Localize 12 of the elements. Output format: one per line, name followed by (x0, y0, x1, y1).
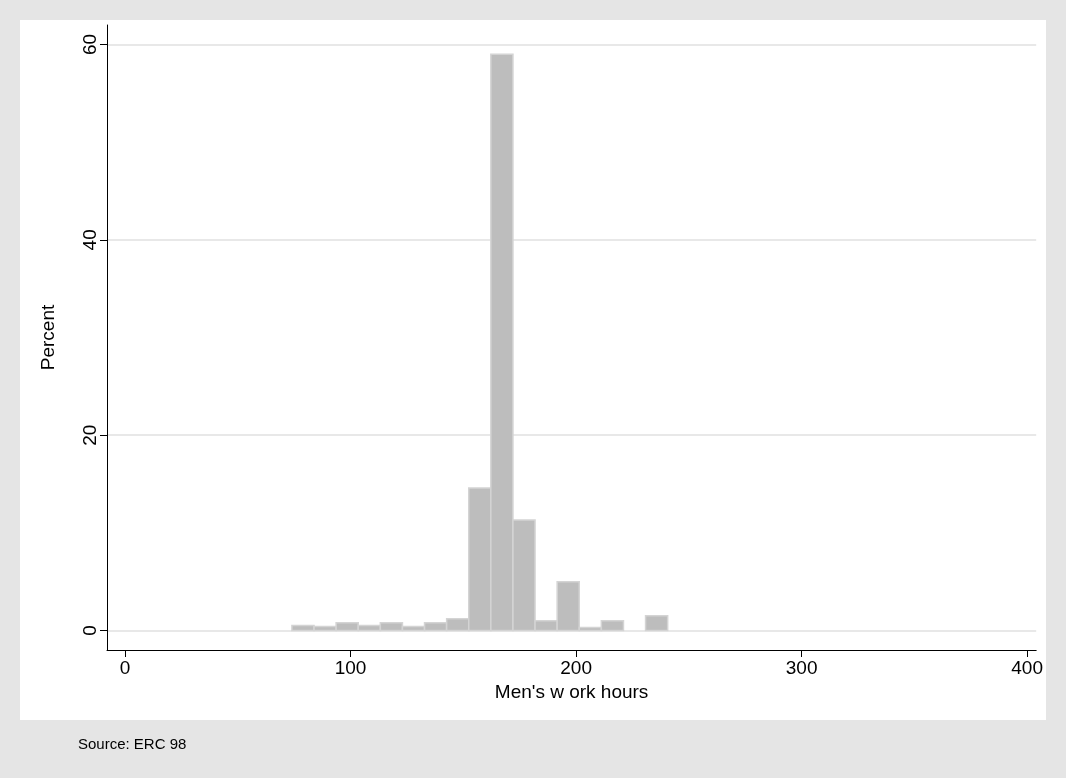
source-note: Source: ERC 98 (78, 735, 187, 752)
x-tick-label: 300 (785, 657, 818, 678)
x-tick-label: 0 (119, 657, 131, 678)
x-tick-label: 400 (1011, 657, 1043, 678)
x-tick-label: 100 (334, 657, 367, 678)
y-tick-label: 60 (79, 33, 100, 56)
y-tick-label: 20 (79, 424, 100, 446)
y-tick-label: 0 (79, 625, 100, 636)
y-tick-label: 40 (79, 229, 100, 251)
x-tick-label: 200 (560, 657, 592, 678)
x-axis-title: Men's w ork hours (494, 680, 649, 702)
y-axis-title: Percent (37, 304, 58, 371)
